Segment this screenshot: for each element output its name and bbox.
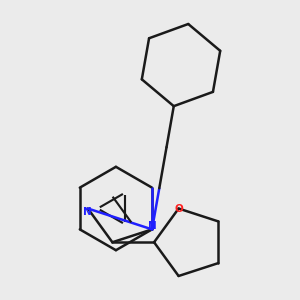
Text: O: O — [174, 203, 183, 214]
Text: N: N — [148, 221, 156, 231]
Text: N: N — [83, 206, 92, 217]
